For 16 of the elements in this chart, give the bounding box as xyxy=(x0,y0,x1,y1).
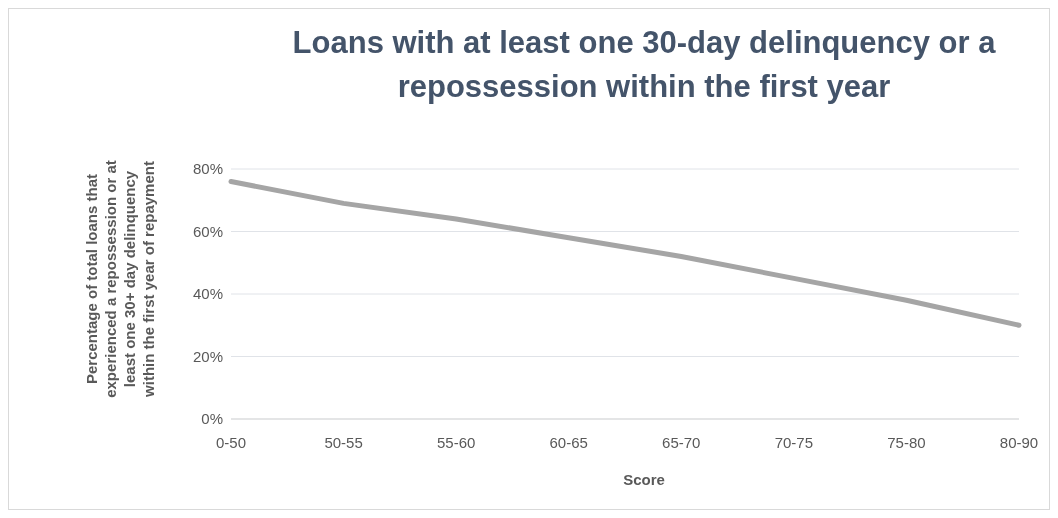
x-tick-label: 80-90 xyxy=(999,433,1039,451)
y-tick-label: 40% xyxy=(192,285,223,303)
chart-title: Loans with at least one 30-day delinquency or a repossession within the first year xyxy=(291,24,997,106)
x-tick-label: 75-80 xyxy=(887,433,926,451)
x-tick-label: 50-55 xyxy=(324,433,363,451)
x-axis-title: Score xyxy=(622,471,666,488)
x-tick-label: 65-70 xyxy=(662,433,701,451)
x-tick-label: 55-60 xyxy=(436,433,476,451)
y-tick-label: 20% xyxy=(192,347,223,365)
x-tick-label: 0-50 xyxy=(215,433,247,451)
x-tick-label: 60-65 xyxy=(549,433,588,451)
y-axis-title: Percentage of total loans that experienced a repossession or at least one 30+ day delinquency within the first year of repayment xyxy=(82,159,157,400)
y-tick-label: 80% xyxy=(192,160,223,178)
x-tick-label: 70-75 xyxy=(774,433,814,451)
y-tick-label: 0% xyxy=(201,410,223,428)
y-tick-label: 60% xyxy=(192,222,223,240)
